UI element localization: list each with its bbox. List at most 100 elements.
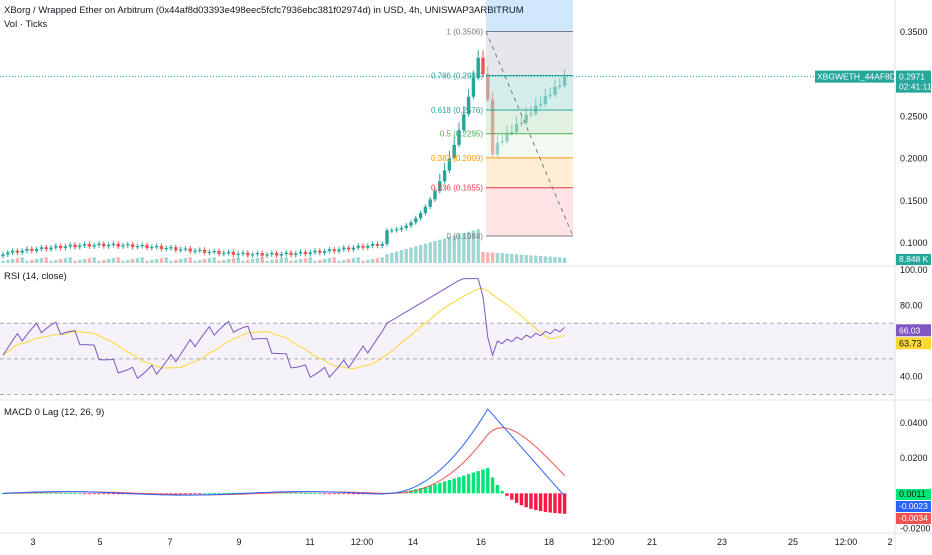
macd-histogram-bar bbox=[471, 472, 476, 494]
candle-body bbox=[145, 245, 149, 248]
volume-bar bbox=[375, 258, 380, 263]
fib-zone bbox=[486, 187, 573, 236]
volume-bar bbox=[154, 259, 159, 263]
volume-bar bbox=[322, 259, 327, 263]
volume-bar bbox=[505, 253, 509, 263]
macd-histogram-bar bbox=[428, 485, 432, 494]
macd-histogram-bar bbox=[1, 493, 5, 495]
macd-histogram-bar bbox=[462, 475, 466, 494]
volume-bar bbox=[385, 254, 389, 263]
macd-histogram-bar bbox=[553, 493, 557, 514]
candle-body bbox=[351, 247, 356, 250]
candle-body bbox=[1, 254, 5, 257]
rsi-value-badge-text: 66.03 bbox=[899, 325, 921, 335]
macd-histogram-bar bbox=[116, 493, 120, 495]
symbol-badge-text: XBGWETH_44AF8D.USD bbox=[817, 72, 916, 82]
macd-histogram-bar bbox=[178, 493, 183, 495]
volume-bar bbox=[529, 255, 533, 263]
macd-signal-line bbox=[2, 427, 565, 496]
candle-body bbox=[414, 218, 418, 223]
candle-body bbox=[471, 77, 476, 97]
volume-bar bbox=[534, 255, 538, 263]
volume-bar bbox=[260, 257, 264, 263]
macd-histogram-bar bbox=[486, 468, 490, 494]
volume-bar bbox=[548, 256, 552, 263]
fib-trend-line bbox=[485, 31, 574, 237]
symbol-badge bbox=[815, 70, 894, 83]
candle-body bbox=[154, 246, 159, 248]
macd-histogram-bar bbox=[529, 493, 533, 509]
fib-level-label: 0.618 (0.2576) bbox=[431, 106, 483, 115]
volume-bar bbox=[380, 257, 384, 263]
volume-bar bbox=[289, 260, 293, 263]
candle-body bbox=[332, 249, 336, 252]
candle-body bbox=[298, 251, 303, 254]
volume-bar bbox=[414, 246, 418, 263]
macd-histogram-bar bbox=[466, 474, 471, 494]
macd-histogram-bar bbox=[418, 488, 423, 494]
volume-bar bbox=[193, 260, 197, 263]
volume-bar bbox=[1, 260, 5, 263]
macd-histogram-bar bbox=[39, 492, 44, 494]
volume-bar bbox=[164, 257, 168, 263]
time-tick-label: 12:00 bbox=[835, 537, 858, 547]
time-tick-label: 23 bbox=[717, 537, 727, 547]
volume-bar bbox=[226, 259, 231, 263]
candle-body bbox=[342, 247, 346, 250]
volume-badge-text: 8.848 K bbox=[899, 254, 929, 264]
macd-histogram-bar bbox=[514, 493, 519, 503]
candle-body bbox=[78, 245, 82, 248]
price-badge-text: 0.2971 bbox=[899, 72, 925, 82]
macd-line-badge bbox=[896, 501, 931, 512]
volume-bar bbox=[313, 260, 317, 263]
macd-histogram-bar bbox=[58, 492, 63, 494]
volume-bar bbox=[250, 259, 255, 263]
volume-bar bbox=[481, 252, 485, 263]
candle-body bbox=[6, 252, 10, 255]
candle-body bbox=[279, 254, 284, 256]
volume-bar bbox=[361, 260, 365, 263]
chart-title: XBorg / Wrapped Ether on Arbitrum (0x44a… bbox=[4, 5, 524, 16]
macd-histogram-bar bbox=[193, 493, 197, 495]
candle-body bbox=[375, 243, 380, 246]
macd-histogram-bar bbox=[505, 493, 509, 496]
macd-histogram-bar bbox=[457, 477, 461, 494]
macd-histogram-bar bbox=[198, 493, 202, 495]
volume-label: Vol · Ticks bbox=[4, 19, 48, 30]
macd-histogram-bar bbox=[308, 493, 312, 494]
macd-line-badge-text: -0.0023 bbox=[899, 501, 928, 511]
volume-bar bbox=[178, 259, 183, 263]
volume-bar bbox=[121, 260, 125, 263]
candle-body bbox=[308, 252, 312, 255]
price-tick-label: 0.3500 bbox=[900, 27, 928, 37]
candle-body bbox=[265, 254, 269, 256]
volume-bar bbox=[116, 257, 120, 263]
macd-histogram-bar bbox=[169, 493, 173, 495]
macd-histogram-bar bbox=[442, 481, 447, 494]
volume-bar bbox=[159, 258, 164, 263]
fib-level-label: 0.382 (0.2009) bbox=[431, 154, 483, 163]
candle-body bbox=[250, 254, 255, 256]
macd-histogram-bar bbox=[212, 493, 216, 494]
time-tick-label: 5 bbox=[97, 537, 102, 547]
time-tick-label: 9 bbox=[236, 537, 241, 547]
volume-bar bbox=[346, 259, 351, 263]
macd-histogram-bar bbox=[111, 493, 116, 495]
candle-body bbox=[193, 250, 197, 252]
time-tick-label: 25 bbox=[788, 537, 798, 547]
candle-body bbox=[255, 253, 260, 255]
volume-bar bbox=[279, 258, 284, 263]
candle-body bbox=[126, 244, 130, 246]
candle-body bbox=[294, 253, 298, 255]
macd-label: MACD 0 Lag (12, 26, 9) bbox=[4, 407, 105, 418]
volume-bar bbox=[471, 230, 476, 263]
volume-bar bbox=[44, 257, 48, 263]
fib-zone bbox=[486, 75, 573, 110]
candle-body bbox=[121, 245, 125, 247]
volume-bar bbox=[188, 257, 192, 263]
volume-bar bbox=[394, 251, 399, 263]
candle-body bbox=[433, 190, 437, 200]
macd-histogram-bar bbox=[222, 492, 226, 494]
